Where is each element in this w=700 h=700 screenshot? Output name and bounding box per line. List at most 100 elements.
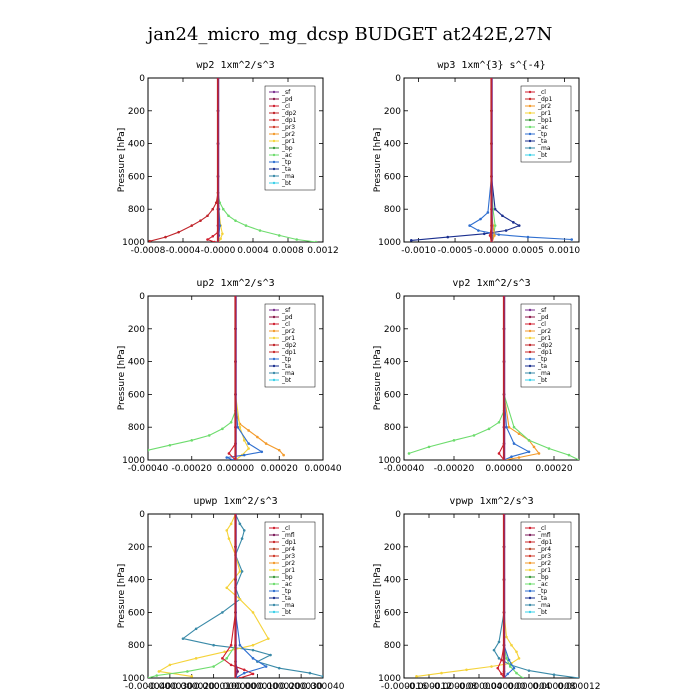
legend-marker	[528, 364, 532, 368]
series-point	[242, 668, 246, 672]
series-point	[532, 445, 536, 449]
series-point	[229, 420, 233, 424]
y-tick-label: 600	[384, 608, 401, 618]
series-point	[493, 224, 497, 227]
legend-marker	[528, 343, 532, 347]
legend-marker	[272, 540, 276, 544]
series-point	[493, 234, 496, 237]
legend-entry: _pr1	[537, 110, 551, 117]
series-point	[256, 435, 259, 439]
x-tick-label: -0.00020	[434, 464, 475, 474]
x-tick-label: 0.000000	[214, 682, 257, 692]
series-point	[308, 671, 312, 675]
series-group	[415, 514, 579, 678]
legend-marker	[272, 610, 276, 614]
x-tick-label: 0.000030	[280, 682, 323, 692]
legend-entry: _mfl	[537, 532, 551, 539]
series-point	[251, 648, 255, 652]
legend-marker	[272, 357, 276, 361]
series-point	[238, 676, 242, 678]
series-point	[227, 214, 230, 218]
legend-marker	[272, 343, 276, 347]
series-point	[177, 230, 180, 234]
legend-entry: _pr1	[281, 335, 295, 342]
series-point	[212, 643, 215, 647]
chart-panel-5: upwp 1xm^2/s^3 Pressure [hPa] 0 200 400 600 80…	[117, 496, 345, 692]
legend-marker	[528, 596, 532, 600]
series-point	[190, 439, 194, 442]
legend-marker	[528, 582, 532, 586]
legend-marker	[528, 308, 532, 312]
series-point	[155, 674, 159, 677]
x-tick-label: -0.000008	[431, 682, 477, 692]
series-point	[517, 432, 521, 436]
legend-entry: _ta	[281, 166, 291, 173]
legend-entry: _ta	[537, 595, 547, 602]
legend-entry: _pr3	[537, 553, 551, 560]
series-point	[295, 238, 299, 241]
legend-entry: _ta	[281, 363, 291, 370]
y-tick-label: 200	[384, 107, 401, 117]
series-point	[482, 232, 486, 236]
y-tick-label: 600	[128, 390, 145, 400]
chart-title: upwp 1xm^2/s^3	[193, 496, 277, 507]
series-point	[465, 668, 468, 672]
x-tick-label: 0.000004	[508, 682, 551, 692]
legend-marker	[528, 547, 532, 551]
x-tick-label: -0.0000	[201, 246, 236, 256]
series-point	[148, 448, 150, 452]
series-point	[242, 453, 246, 457]
series-line-pr1	[157, 514, 270, 677]
legend-entry: _pr1	[537, 335, 551, 342]
legend-marker	[272, 554, 276, 558]
series-point	[211, 234, 215, 238]
legend-entry: _bt	[537, 377, 548, 384]
y-tick-label: 800	[384, 423, 401, 433]
series-point	[526, 235, 530, 239]
legend-entry: _tp	[281, 159, 291, 166]
legend-entry: _bp	[281, 145, 293, 152]
series-point	[510, 643, 513, 647]
legend-marker	[528, 315, 532, 319]
legend-entry: _ma	[537, 370, 551, 377]
series-point	[225, 586, 229, 590]
legend-entry: _sf	[537, 307, 547, 314]
series-point	[527, 439, 531, 442]
series-point	[497, 233, 501, 236]
y-axis-label: Pressure [hPa]	[117, 346, 127, 411]
legend-marker	[528, 153, 532, 157]
legend-entry: _tp	[537, 131, 547, 138]
legend-marker	[528, 526, 532, 530]
x-tick-label: -0.000010	[191, 682, 237, 692]
series-point	[264, 442, 268, 445]
legend-entry: _pd	[281, 314, 293, 321]
y-tick-label: 200	[384, 543, 401, 553]
series-point	[247, 429, 250, 432]
series-point	[501, 214, 504, 218]
series-point	[277, 666, 281, 670]
series-point	[527, 450, 531, 454]
legend-entry: _ac	[537, 124, 548, 131]
legend-marker	[272, 329, 276, 333]
series-point	[517, 657, 521, 660]
legend-entry: _ta	[537, 363, 547, 370]
series-point	[238, 570, 242, 573]
chart-title: wp3 1xm^{3} s^{-4}	[437, 60, 545, 71]
x-tick-label: 0.00000	[485, 464, 522, 474]
legend-marker	[528, 603, 532, 607]
legend-marker	[272, 364, 276, 368]
series-point	[407, 452, 411, 455]
legend-marker	[528, 350, 532, 354]
legend-marker	[272, 547, 276, 551]
y-tick-label: 200	[128, 325, 145, 335]
y-tick-label: 0	[395, 74, 401, 84]
y-tick-label: 0	[139, 292, 145, 302]
x-tick-label: -0.000004	[456, 682, 502, 692]
legend-marker	[272, 371, 276, 375]
series-point	[508, 665, 512, 668]
series-point	[552, 673, 556, 677]
series-point	[314, 240, 318, 242]
series-point	[258, 229, 262, 232]
series-point	[537, 452, 541, 455]
